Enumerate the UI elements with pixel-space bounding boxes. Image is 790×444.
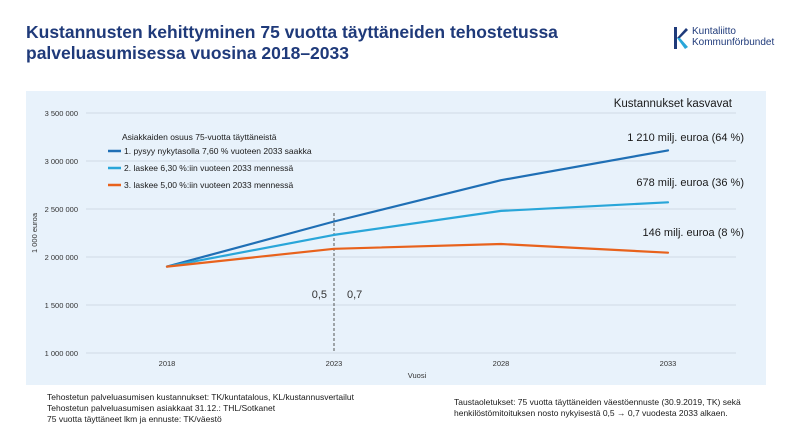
source-note: 75 vuotta täyttäneet lkm ja ennuste: TK/…	[47, 414, 222, 424]
assumption-notes: Taustaoletukset: 75 vuotta täyttäneiden …	[454, 397, 754, 419]
x-tick-label: 2018	[159, 359, 176, 368]
legend-title: Asiakkaiden osuus 75-vuotta täyttäneistä	[122, 132, 277, 142]
logo-line-2: Kommunförbundet	[692, 37, 775, 48]
series-value-label: 678 milj. euroa (36 %)	[636, 177, 744, 189]
source-notes: Tehostetun palveluasumisen kustannukset:…	[47, 392, 354, 425]
y-tick-label: 2 500 000	[45, 205, 78, 214]
line-chart: 1 000 000 1 500 000 2 000 000 2 500 000 3 00…	[30, 98, 745, 380]
x-tick-label: 2023	[326, 359, 343, 368]
legend-label: 3. laskee 5,00 %:iin vuoteen 2033 mennes…	[124, 180, 293, 190]
y-tick-label: 1 500 000	[45, 301, 78, 310]
series-line	[165, 242, 670, 268]
logo-text: Kuntaliitto Kommunförbundet	[692, 26, 774, 48]
legend-label: 2. laskee 6,30 %:iin vuoteen 2033 mennes…	[124, 163, 293, 173]
kuntaliitto-logo-icon	[674, 27, 688, 49]
assumption-note: Taustaoletukset: 75 vuotta täyttäneiden …	[454, 397, 741, 407]
source-note: Tehostetun palveluasumisen asiakkaat 31.…	[47, 403, 276, 413]
x-axis-title: Vuosi	[408, 371, 427, 380]
series-value-label: 146 milj. euroa (8 %)	[643, 227, 745, 239]
legend-label: 1. pysyy nykytasolla 7,60 % vuoteen 2033…	[124, 146, 312, 156]
logo-line-1: Kuntaliitto	[692, 26, 736, 37]
logo: Kuntaliitto Kommunförbundet	[674, 26, 774, 49]
y-tick-label: 3 000 000	[45, 157, 78, 166]
y-tick-label: 2 000 000	[45, 253, 78, 262]
x-tick-label: 2033	[660, 359, 677, 368]
y-tick-label: 1 000 000	[45, 349, 78, 358]
source-note: Tehostetun palveluasumisen kustannukset:…	[47, 392, 354, 402]
page-title: Kustannusten kehittyminen 75 vuotta täyt…	[26, 22, 558, 63]
divider-label-left: 0,5	[312, 289, 327, 301]
annotation-heading: Kustannukset kasvavat	[614, 98, 733, 110]
series-line	[165, 149, 670, 268]
assumption-note: henkilöstömitoituksen nosto nykyisestä 0…	[454, 408, 728, 418]
series-value-label: 1 210 milj. euroa (64 %)	[627, 132, 744, 144]
x-tick-label: 2028	[493, 359, 510, 368]
series-line	[165, 201, 670, 268]
divider-label-right: 0,7	[347, 289, 362, 301]
y-axis-title: 1 000 euroa	[30, 212, 39, 253]
chart-area: 1 000 000 1 500 000 2 000 000 2 500 000 3 00…	[26, 91, 766, 385]
y-tick-label: 3 500 000	[45, 109, 78, 118]
